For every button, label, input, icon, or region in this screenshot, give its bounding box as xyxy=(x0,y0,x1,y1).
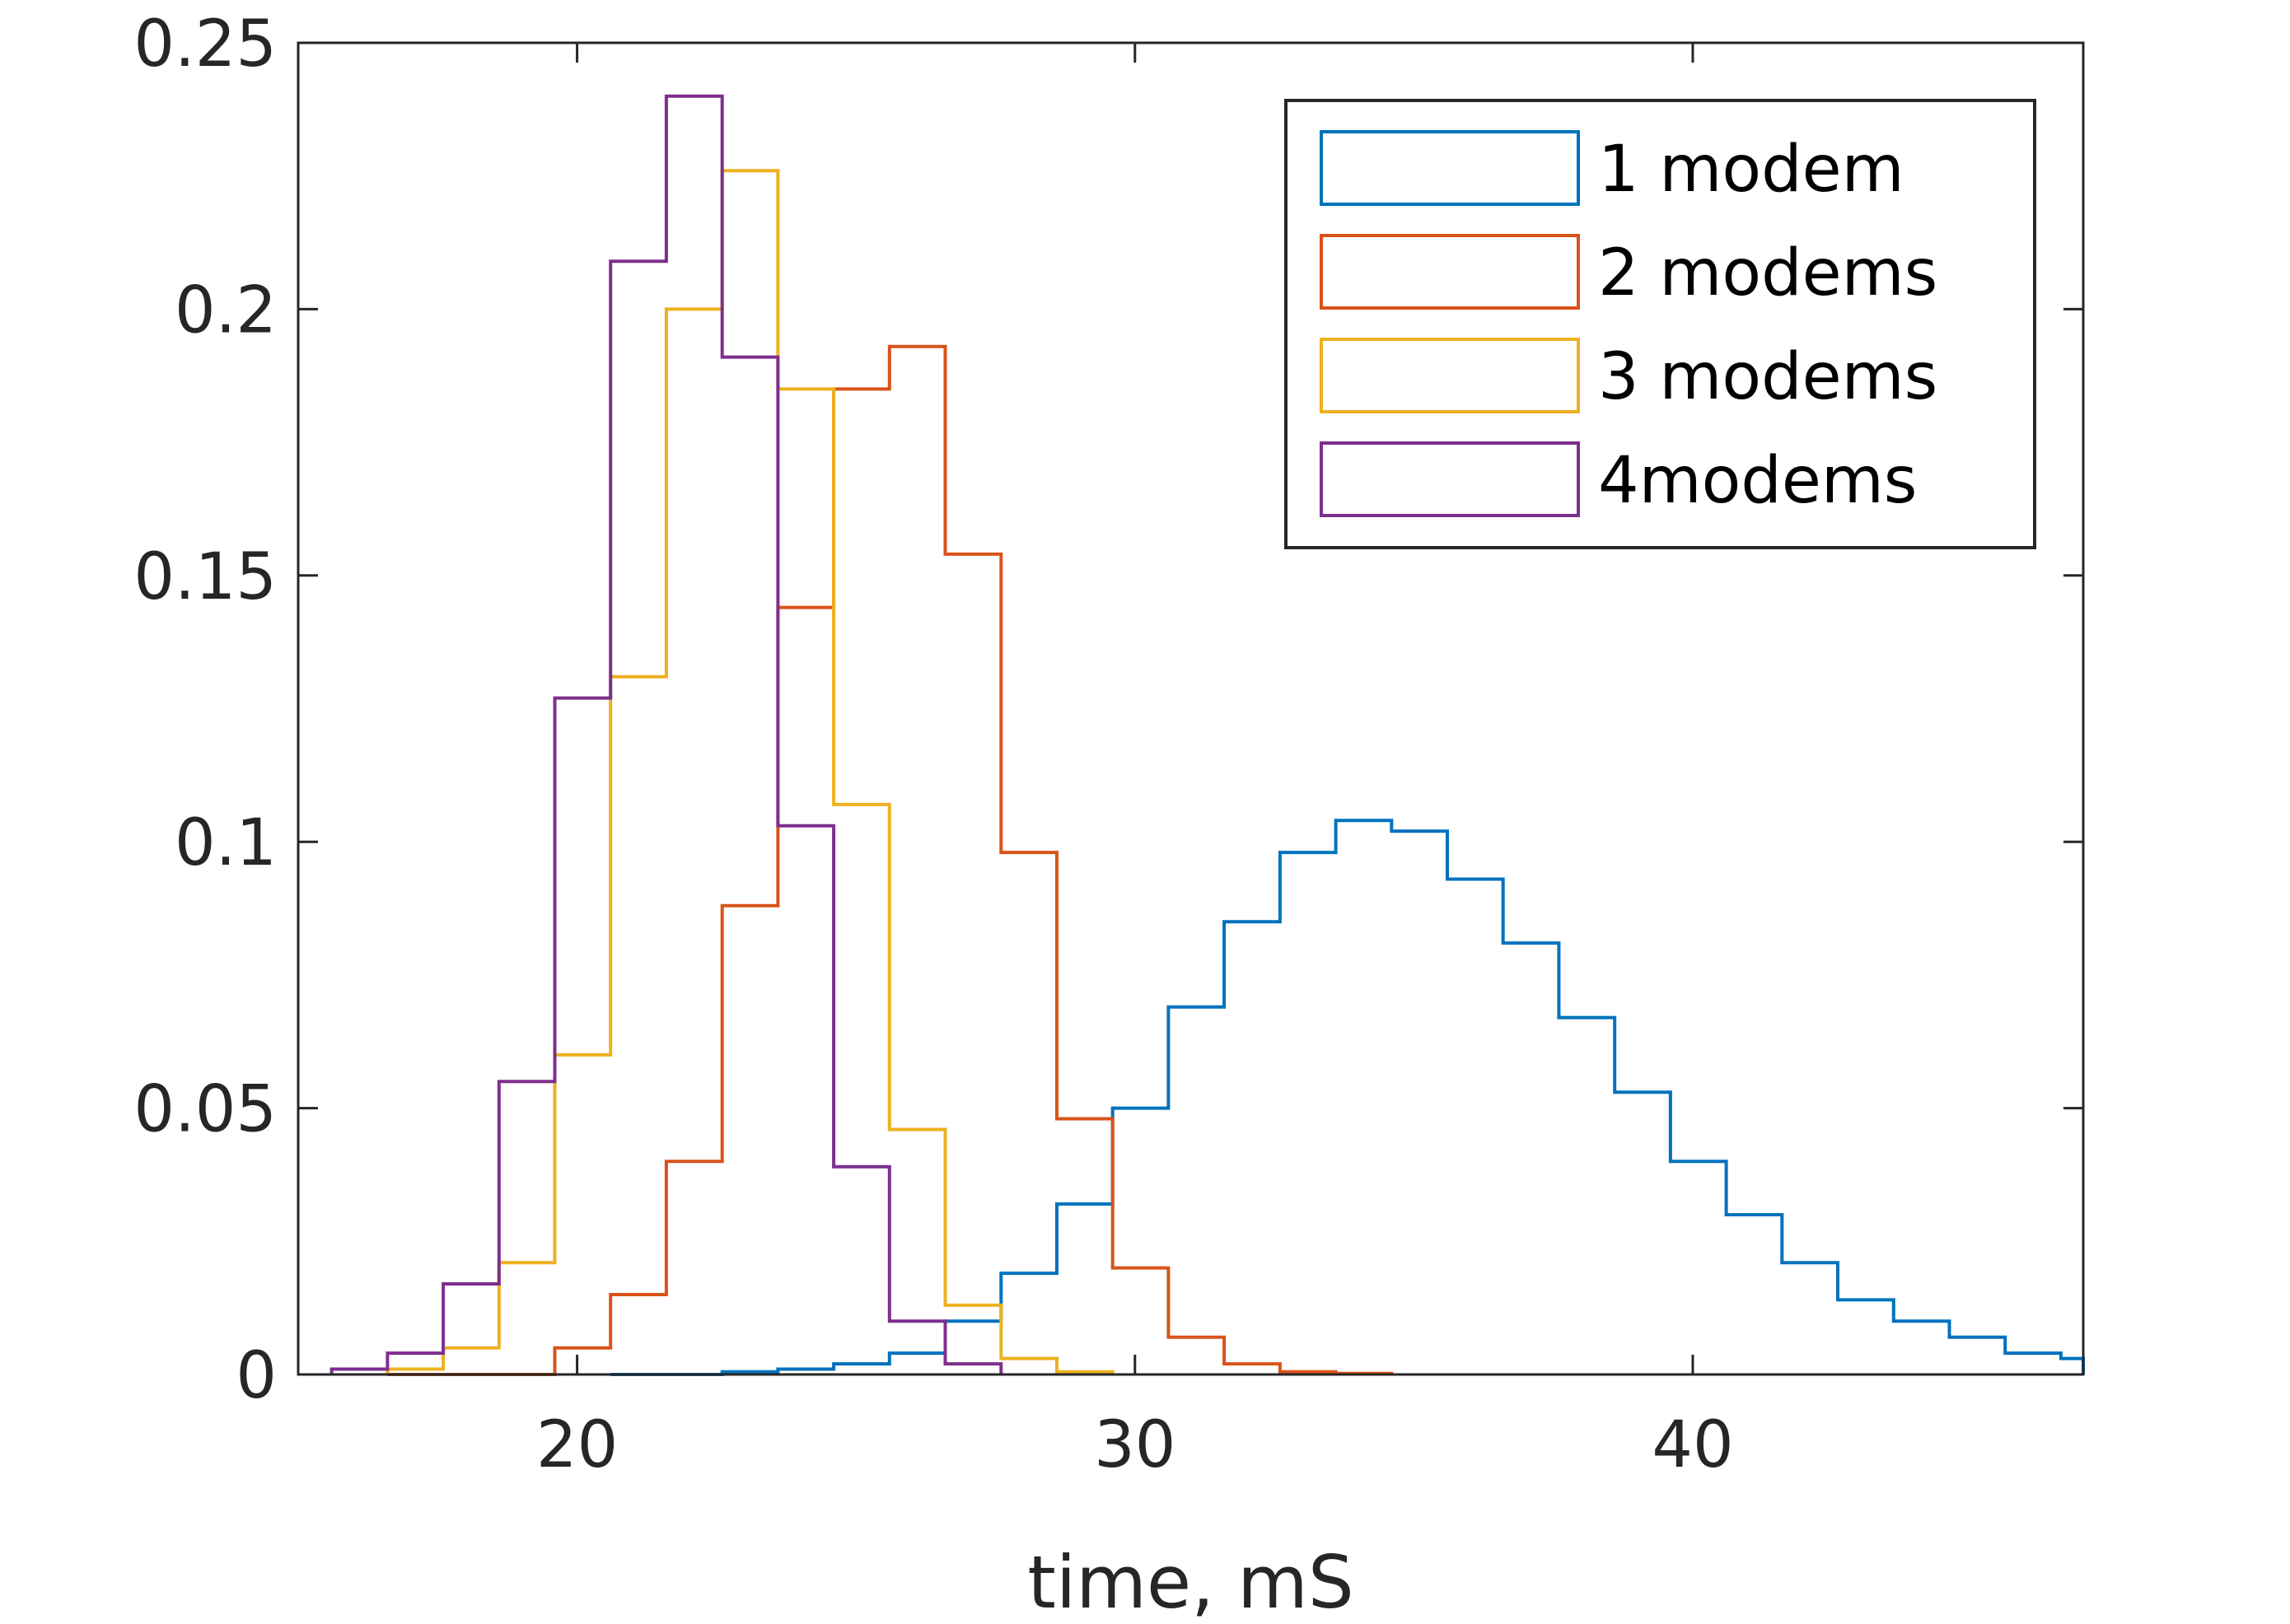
legend-label: 1 modem xyxy=(1598,133,1904,207)
y-tick-label: 0 xyxy=(236,1339,277,1413)
tick-layer: 20 30 40 0 0.05 0.1 0.15 0.2 0.25 xyxy=(133,7,2083,1482)
x-tick-label: 40 xyxy=(1652,1408,1733,1482)
legend-swatch xyxy=(1320,234,1580,310)
legend-swatch xyxy=(1320,338,1580,413)
series-layer xyxy=(329,94,2085,1376)
series-4-outline xyxy=(329,94,1003,1374)
y-tick-label: 0.2 xyxy=(175,273,277,348)
series-3-outline xyxy=(386,169,1115,1374)
x-tick-label: 30 xyxy=(1094,1408,1175,1482)
y-tick-label: 0.15 xyxy=(133,540,277,614)
series-2-outline xyxy=(387,344,1394,1376)
legend-swatch xyxy=(1320,441,1580,517)
legend-box xyxy=(1284,99,2036,549)
legend-label: 3 modems xyxy=(1598,340,1937,414)
legend-swatch xyxy=(1320,130,1580,206)
x-tick-label: 20 xyxy=(536,1408,618,1482)
x-axis-label: time, mS xyxy=(1027,1540,1353,1624)
y-tick-label: 0.1 xyxy=(175,806,277,880)
legend: 1 modem 2 modems 3 modems 4modems xyxy=(1284,99,2036,549)
y-tick-label: 0.25 xyxy=(133,7,277,82)
y-tick-label: 0.05 xyxy=(133,1073,277,1147)
series-1-outline xyxy=(610,819,2085,1376)
axes-box xyxy=(297,41,2085,1376)
legend-label: 2 modems xyxy=(1598,236,1937,310)
legend-label: 4modems xyxy=(1598,444,1917,518)
